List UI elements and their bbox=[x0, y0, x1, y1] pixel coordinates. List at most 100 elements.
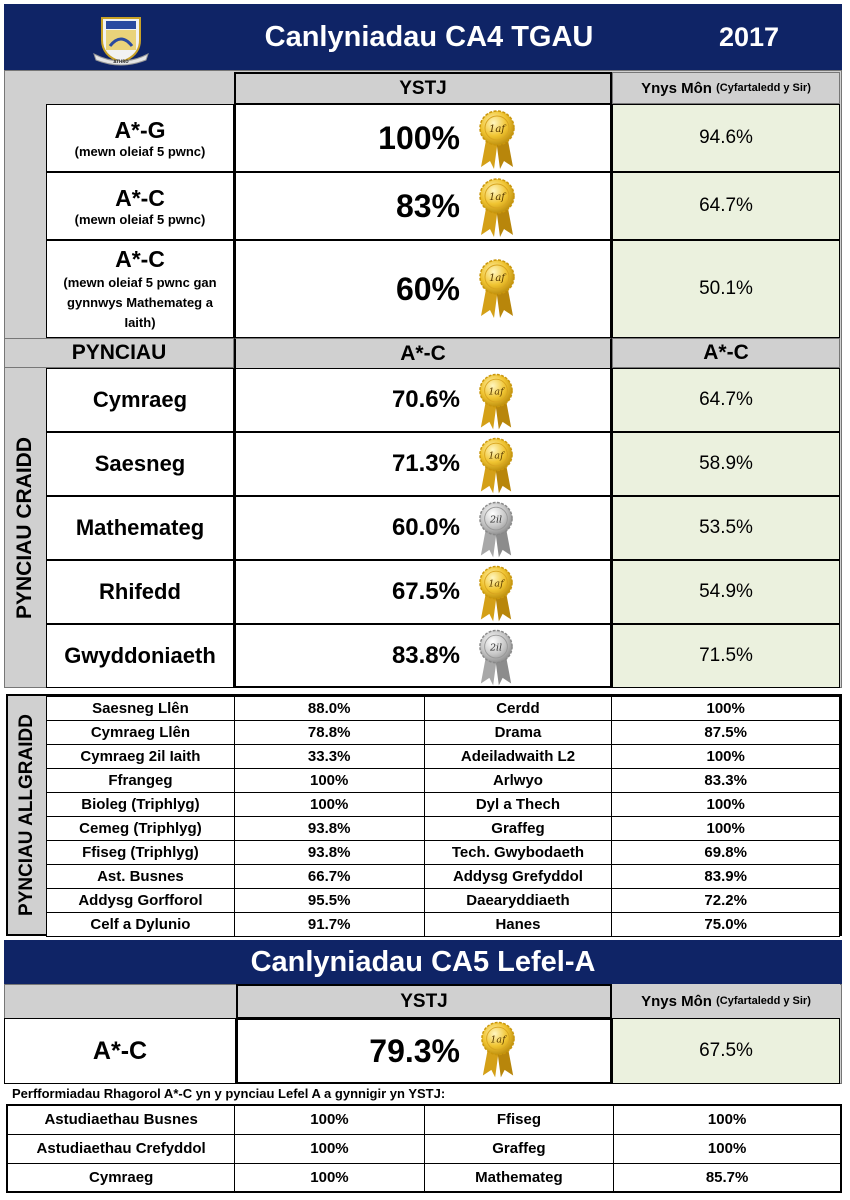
table-row: Cymraeg 100% Mathemateg 85.7% bbox=[6, 1162, 842, 1193]
gold-ribbon-icon: 1af bbox=[478, 109, 516, 174]
svg-text:1af: 1af bbox=[489, 124, 507, 135]
value-cell: 69.8% bbox=[611, 840, 840, 865]
value-cell: 100% bbox=[234, 1162, 425, 1193]
gcse-row-county: 50.1% bbox=[612, 240, 840, 338]
subject-cell: Ffiseg bbox=[423, 1104, 615, 1135]
table-row: Cemeg (Triphlyg) 93.8% Graffeg 100% bbox=[46, 816, 840, 841]
gcse-value: 60% bbox=[395, 270, 460, 307]
subject-cell: Cymraeg 2il Iaith bbox=[46, 744, 235, 769]
gcse-results-table: A*-G (mewn oleiaf 5 pwnc) 100% 1af 94.6%… bbox=[46, 104, 840, 338]
subject-cell: Cerdd bbox=[423, 696, 613, 721]
subject-cell: Ast. Busnes bbox=[46, 864, 235, 889]
value-cell: 100% bbox=[234, 1133, 425, 1164]
extra-side-label-text: PYNCIAU ALLGRAIDD bbox=[16, 714, 37, 916]
value-cell: 93.8% bbox=[233, 840, 425, 865]
core-subject: Gwyddoniaeth bbox=[46, 624, 234, 688]
page-title: Canlyniadau CA4 TGAU bbox=[264, 20, 594, 53]
alevel-county: 67.5% bbox=[612, 1018, 840, 1084]
core-value: 60.0% bbox=[391, 514, 460, 541]
table-row: Ffiseg (Triphlyg) 93.8% Tech. Gwybodaeth 69… bbox=[46, 840, 840, 865]
subject-cell: Daearyddiaeth bbox=[423, 888, 613, 913]
value-cell: 100% bbox=[613, 1133, 842, 1164]
table-row: Ast. Busnes 66.7% Addysg Grefyddol 83.9% bbox=[46, 864, 840, 889]
gcse-row-county: 94.6% bbox=[612, 104, 840, 172]
alevel-value: 79.3% bbox=[369, 1032, 460, 1069]
core-county: 64.7% bbox=[612, 368, 840, 432]
core-side-label: PYNCIAU CRAIDD bbox=[4, 368, 46, 688]
core-value-cell: 70.6% bbox=[234, 368, 612, 432]
subject-cell: Cymraeg bbox=[6, 1162, 236, 1193]
gold-ribbon-icon: 1af bbox=[478, 177, 516, 242]
table-row: Addysg Gorfforol 95.5% Daearyddiaeth 72.2% bbox=[46, 888, 840, 913]
subject-cell: Drama bbox=[423, 720, 613, 745]
core-col-county-header: A*-C bbox=[612, 338, 840, 368]
core-subject: Rhifedd bbox=[46, 560, 234, 624]
svg-text:1af: 1af bbox=[489, 192, 507, 203]
table-row: Ffrangeg 100% Arlwyo 83.3% bbox=[46, 768, 840, 793]
value-cell: 66.7% bbox=[233, 864, 425, 889]
gcse-row-value: 100% bbox=[234, 104, 612, 172]
core-county: 54.9% bbox=[612, 560, 840, 624]
gcse-row-title: A*-C bbox=[115, 245, 165, 272]
subject-cell: Bioleg (Triphlyg) bbox=[46, 792, 235, 817]
core-side-label-text: PYNCIAU CRAIDD bbox=[13, 436, 36, 620]
table-row: Saesneg Llên 88.0% Cerdd 100% bbox=[46, 696, 840, 721]
value-cell: 83.9% bbox=[611, 864, 840, 889]
alevel-note: Perfformiadau Rhagorol A*-C yn y pynciau… bbox=[12, 1086, 446, 1101]
table-row: Astudiaethau Crefyddol 100% Graffeg 100% bbox=[6, 1133, 842, 1164]
subject-cell: Tech. Gwybodaeth bbox=[423, 840, 613, 865]
svg-text:2il: 2il bbox=[489, 514, 502, 525]
core-county: 58.9% bbox=[612, 432, 840, 496]
alevel-county-header-main: Ynys Môn bbox=[641, 992, 712, 1010]
value-cell: 75.0% bbox=[611, 912, 840, 937]
gcse-row-value: 83% bbox=[234, 172, 612, 240]
gcse-row-sub: (mewn oleiaf 5 pwnc) bbox=[74, 212, 206, 227]
gcse-row-county: 64.7% bbox=[612, 172, 840, 240]
gcse-row-sub: (mewn oleiaf 5 pwnc) bbox=[74, 144, 206, 159]
core-value-cell: 71.3% bbox=[234, 432, 612, 496]
subject-cell: Astudiaethau Busnes bbox=[6, 1104, 236, 1135]
gcse-row-label: A*-C (mewn oleiaf 5 pwnc) bbox=[46, 172, 234, 240]
alevel-row-title: A*-C bbox=[4, 1018, 236, 1084]
subject-cell: Arlwyo bbox=[423, 768, 613, 793]
core-county: 71.5% bbox=[612, 624, 840, 688]
subject-cell: Graffeg bbox=[423, 1133, 615, 1164]
subject-cell: Adeiladwaith L2 bbox=[423, 744, 613, 769]
value-cell: 100% bbox=[233, 768, 425, 793]
value-cell: 33.3% bbox=[233, 744, 425, 769]
table-row: Cymraeg 2il Iaith 33.3% Adeiladwaith L2 100… bbox=[46, 744, 840, 769]
gcse-value: 100% bbox=[378, 119, 460, 156]
svg-text:1af: 1af bbox=[488, 578, 505, 589]
subject-cell: Astudiaethau Crefyddol bbox=[6, 1133, 236, 1164]
alevel-banner: Canlyniadau CA5 Lefel-A bbox=[4, 940, 842, 984]
gcse-col-county-header: Ynys Môn (Cyfartaledd y Sir) bbox=[612, 72, 840, 104]
value-cell: 95.5% bbox=[233, 888, 425, 913]
alevel-subjects-table: Astudiaethau Busnes 100% Ffiseg 100% Astudia… bbox=[6, 1104, 842, 1193]
county-header-main: Ynys Môn bbox=[641, 79, 712, 97]
value-cell: 93.8% bbox=[233, 816, 425, 841]
gcse-row-title: A*-C bbox=[115, 185, 165, 211]
table-row: Celf a Dylunio 91.7% Hanes 75.0% bbox=[46, 912, 840, 937]
gcse-row-title: A*-G bbox=[114, 117, 166, 143]
extra-subjects-table: Saesneg Llên 88.0% Cerdd 100% Cymraeg Llên 78… bbox=[46, 696, 840, 937]
subject-cell: Addysg Gorfforol bbox=[46, 888, 235, 913]
value-cell: 100% bbox=[611, 744, 840, 769]
alevel-county-header-sub: (Cyfartaledd y Sir) bbox=[716, 995, 811, 1007]
svg-text:2il: 2il bbox=[489, 642, 502, 653]
value-cell: 91.7% bbox=[233, 912, 425, 937]
svg-text:1af: 1af bbox=[490, 1034, 507, 1045]
value-cell: 87.5% bbox=[611, 720, 840, 745]
table-row: Cymraeg Llên 78.8% Drama 87.5% bbox=[46, 720, 840, 745]
gold-ribbon-icon: 1af bbox=[478, 372, 514, 435]
gcse-row-sub: (mewn oleiaf 5 pwnc gan gynnwys Mathemat… bbox=[63, 274, 217, 330]
gold-ribbon-icon: 1af bbox=[478, 564, 514, 627]
crest-motto: ATHRO bbox=[113, 59, 129, 64]
value-cell: 83.3% bbox=[611, 768, 840, 793]
header-banner: ATHRO Canlyniadau CA4 TGAU 2017 bbox=[4, 4, 842, 70]
gold-ribbon-icon: 1af bbox=[478, 436, 514, 499]
subject-cell: Addysg Grefyddol bbox=[423, 864, 613, 889]
core-subject: Cymraeg bbox=[46, 368, 234, 432]
value-cell: 100% bbox=[233, 792, 425, 817]
subject-cell: Ffrangeg bbox=[46, 768, 235, 793]
silver-ribbon-icon: 2il bbox=[478, 628, 514, 691]
